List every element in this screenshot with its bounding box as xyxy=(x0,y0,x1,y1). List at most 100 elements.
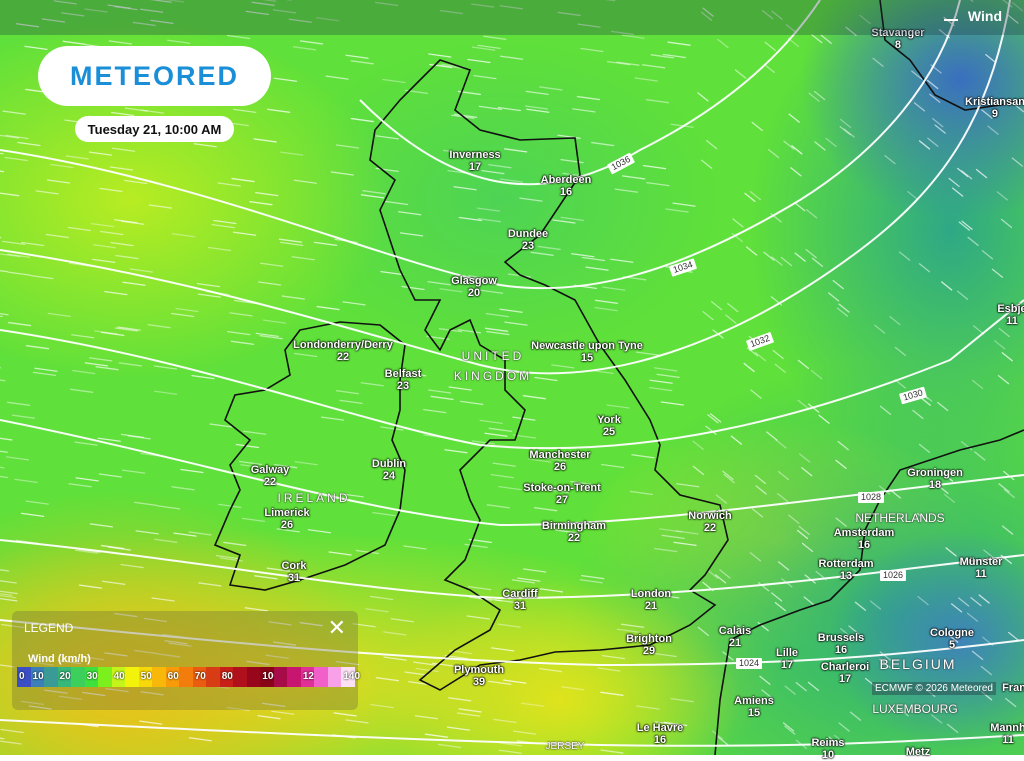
scale-swatch xyxy=(71,667,85,687)
wind-speed: 9 xyxy=(965,108,1024,120)
city-name: Cork xyxy=(281,560,306,572)
country-label: JERSEY xyxy=(546,740,585,754)
scale-swatch: 100 xyxy=(260,667,274,687)
scale-swatch: 60 xyxy=(166,667,180,687)
wind-speed: 22 xyxy=(293,351,393,363)
wind-speed: 23 xyxy=(508,240,548,252)
wind-speed: 16 xyxy=(541,186,592,198)
layer-selector[interactable]: Wind xyxy=(944,8,1002,24)
scale-label: 80 xyxy=(222,671,233,682)
wind-speed: 31 xyxy=(281,572,306,584)
city-name: Calais xyxy=(719,625,751,637)
scale-swatch xyxy=(314,667,328,687)
wind-speed: 21 xyxy=(719,637,751,649)
scale-swatch xyxy=(328,667,342,687)
scale-label: 40 xyxy=(114,671,125,682)
scale-swatch xyxy=(98,667,112,687)
scale-label: 0 xyxy=(19,671,25,682)
wind-speed: 24 xyxy=(372,470,406,482)
wind-speed: 17 xyxy=(776,659,798,671)
scale-swatch: 0 xyxy=(17,667,31,687)
wind-speed: 17 xyxy=(449,161,500,173)
scale-label: 50 xyxy=(141,671,152,682)
logo-text: METEORED xyxy=(70,61,239,92)
city-name: Mannh xyxy=(990,722,1024,734)
scale-swatch xyxy=(44,667,58,687)
city-name: Le Havre xyxy=(637,722,683,734)
scale-label: 70 xyxy=(195,671,206,682)
isobar-label: 1028 xyxy=(858,492,884,503)
forecast-datetime[interactable]: Tuesday 21, 10:00 AM xyxy=(75,116,234,142)
city-name: Inverness xyxy=(449,149,500,161)
scale-label: 140 xyxy=(343,671,360,682)
wind-speed: 39 xyxy=(454,676,504,688)
wind-speed: 25 xyxy=(597,426,621,438)
scale-label: 10 xyxy=(33,671,44,682)
wind-speed: 21 xyxy=(631,600,671,612)
wind-speed: 31 xyxy=(502,600,537,612)
city-name: Reims xyxy=(811,737,844,749)
scale-swatch xyxy=(179,667,193,687)
wind-speed: 26 xyxy=(264,519,309,531)
close-icon[interactable]: ✕ xyxy=(328,617,346,639)
city-name: Cardiff xyxy=(502,588,537,600)
scale-label: 20 xyxy=(60,671,71,682)
scale-swatch: 40 xyxy=(112,667,126,687)
city-label[interactable]: Fran xyxy=(1002,682,1024,694)
city-name: Dublin xyxy=(372,458,406,470)
wind-speed: 16 xyxy=(834,539,895,551)
wind-speed: 27 xyxy=(523,494,601,506)
meteored-logo[interactable]: METEORED xyxy=(38,46,271,106)
legend-unit: Wind (km/h) xyxy=(28,653,91,665)
city-name: Brussels xyxy=(818,632,864,644)
wind-speed: 8 xyxy=(871,39,924,51)
country-label: IRELAND xyxy=(277,491,350,505)
city-name: Brighton xyxy=(626,633,672,645)
scale-swatch: 80 xyxy=(220,667,234,687)
wind-speed: 22 xyxy=(688,522,731,534)
dash-icon xyxy=(944,19,958,21)
city-label[interactable]: Metz xyxy=(906,746,930,758)
city-name: Charleroi xyxy=(821,661,869,673)
city-name: Fran xyxy=(1002,682,1024,694)
city-name: Belfast xyxy=(385,368,422,380)
wind-speed: 15 xyxy=(734,707,774,719)
